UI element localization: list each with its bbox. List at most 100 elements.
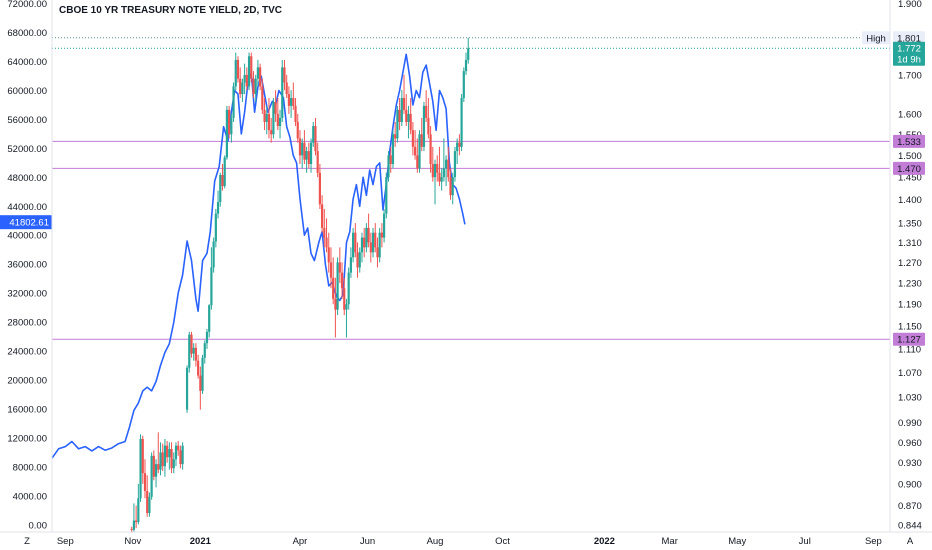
left-axis-tick-label: 28000.00: [7, 318, 47, 329]
last-price-countdown: 1d 9h: [897, 55, 921, 66]
candlestick-bar: [385, 172, 388, 219]
candlestick-bar: [179, 445, 182, 469]
candle-body: [221, 174, 224, 187]
candle-body: [287, 94, 290, 106]
candle-body: [369, 242, 372, 253]
candlestick-bar: [376, 237, 379, 268]
candlestick-bar: [148, 492, 151, 517]
candlestick-bar: [225, 105, 229, 160]
left-price-axis[interactable]: 72000.00 68000.00 64000.00 60000.00 56000.00…: [0, 0, 52, 531]
candlestick-bar: [276, 97, 279, 131]
candle-body: [467, 48, 470, 60]
candle-body: [338, 262, 341, 273]
candlestick-bar: [354, 223, 357, 258]
candle-body: [181, 445, 184, 465]
candle-body: [247, 56, 251, 87]
candle-body: [453, 151, 457, 178]
candlestick-bar: [380, 223, 383, 248]
candle-body: [301, 142, 304, 156]
candlestick-bar: [365, 223, 368, 253]
candle-body: [272, 101, 275, 135]
candle-body: [389, 155, 392, 164]
candle-body: [223, 157, 226, 187]
candle-body: [174, 445, 178, 460]
left-axis-tick-label: 48000.00: [7, 173, 47, 184]
candle-body: [451, 177, 454, 196]
candle-body: [212, 241, 215, 268]
candlestick-bar: [378, 227, 381, 263]
left-axis-tick-label: 36000.00: [7, 260, 47, 271]
candle-body: [416, 155, 419, 169]
candle-body: [329, 262, 333, 278]
right-axis-tick-label: 0.990: [898, 418, 922, 429]
candlestick-bar: [456, 138, 459, 164]
candle-body: [283, 67, 286, 83]
candle-body: [307, 151, 310, 164]
candle-body: [276, 113, 279, 127]
candle-body: [132, 520, 136, 530]
time-axis-label: Apr: [293, 536, 308, 547]
candle-body: [219, 174, 222, 203]
candlestick-bar: [316, 142, 319, 178]
candlestick-bar: [163, 438, 167, 477]
candle-body: [376, 247, 379, 258]
candlestick-bar: [422, 101, 426, 152]
right-axis-tick-label: 0.844: [898, 521, 922, 532]
candle-body: [159, 452, 162, 470]
candlestick-bar: [199, 366, 202, 410]
high-label: High: [866, 33, 886, 44]
right-axis-tick-label: 1.230: [898, 278, 922, 289]
candle-body: [321, 204, 324, 228]
candlestick-bar: [146, 475, 149, 517]
candle-body: [179, 450, 182, 465]
candle-body: [245, 74, 248, 87]
candle-body: [150, 455, 153, 497]
candle-body: [400, 97, 403, 122]
candlestick-bar: [309, 138, 313, 173]
candlestick-bar: [303, 130, 306, 164]
time-axis-label: Jul: [799, 536, 811, 547]
time-axis-label: Sep: [865, 536, 882, 547]
horizontal-level-tag: [893, 332, 925, 346]
right-axis-tick-label: 1.030: [898, 393, 922, 404]
time-axis-label: Jun: [360, 536, 375, 547]
candlestick-bar: [429, 126, 432, 173]
candlestick-bar: [132, 503, 136, 532]
auto-scale-a-button[interactable]: A: [907, 536, 914, 547]
candle-body: [197, 360, 200, 376]
candlestick-bar: [263, 97, 266, 131]
candlestick-bar: [232, 82, 235, 122]
candlestick-bar: [168, 442, 171, 470]
candle-body: [210, 267, 213, 306]
candle-body: [456, 142, 459, 152]
candle-body: [312, 126, 315, 143]
candle-body: [139, 438, 142, 499]
candlestick-bar: [290, 90, 293, 118]
blue-series-line: [51, 53, 466, 459]
candlestick-bar: [239, 67, 242, 98]
candlestick-bar: [447, 146, 450, 182]
log-toggle-z-button[interactable]: Z: [24, 536, 30, 547]
candlestick-bar: [318, 163, 321, 209]
time-axis[interactable]: Sep Nov 2021 Apr Jun Aug Oct 2022 Mar May Jul Sep Z A: [24, 536, 914, 547]
candlestick-bar: [307, 142, 310, 169]
high-value-label: 1.801: [897, 33, 921, 44]
right-price-axis[interactable]: 1.9001.7001.6001.5501.5001.4501.4001.350…: [898, 0, 922, 532]
candlestick-bar: [228, 105, 231, 139]
candle-body: [250, 56, 253, 79]
candle-body: [157, 464, 160, 470]
time-axis-label: Aug: [427, 536, 444, 547]
candlestick-bar: [451, 172, 454, 205]
candlestick-bar: [245, 67, 248, 91]
candlestick-bar: [194, 343, 198, 367]
candlestick-bar: [281, 59, 284, 122]
chart-title: CBOE 10 YR TREASURY NOTE YIELD, 2D, TVC: [59, 5, 282, 16]
candle-body: [327, 247, 330, 263]
candlestick-bar: [391, 130, 395, 169]
candlestick-bar: [323, 208, 326, 248]
right-axis-tick-label: 1.700: [898, 70, 922, 81]
candle-body: [146, 490, 149, 514]
candlestick-bar: [247, 52, 251, 91]
candlestick-bar: [347, 267, 350, 310]
